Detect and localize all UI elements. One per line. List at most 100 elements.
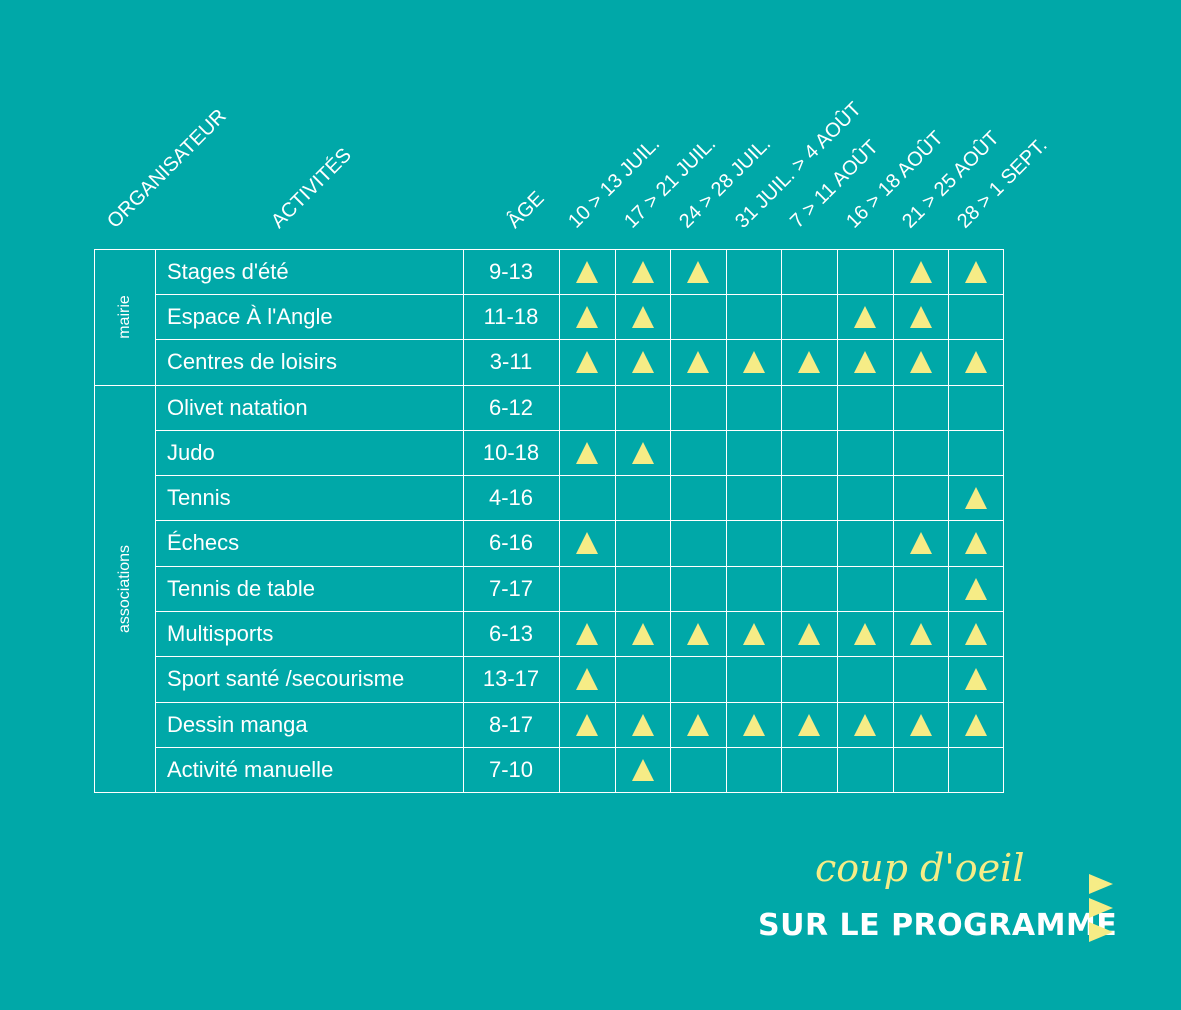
triangle-marker-icon (964, 577, 987, 600)
triangle-marker-icon (798, 351, 820, 373)
grid-hline (155, 430, 1004, 431)
grid-hline (155, 339, 1004, 340)
grid-hline (155, 566, 1004, 567)
triangle-marker-icon (798, 622, 820, 645)
grid-hline (155, 656, 1004, 657)
grid-hline (155, 747, 1004, 748)
triangle-marker-icon (576, 441, 598, 464)
activity-name: Dessin manga (167, 712, 308, 737)
age-range: 11-18 (483, 304, 539, 329)
triangle-marker-icon (742, 622, 765, 645)
activity-name: Judo (167, 440, 215, 465)
activity-name: Olivet natation (167, 395, 308, 420)
activity-name: Échecs (167, 530, 240, 555)
triangle-marker-icon (909, 713, 932, 736)
grid-vline (463, 249, 464, 793)
grid-hline (94, 385, 1004, 386)
triangle-marker-icon (742, 713, 765, 736)
organizer-label: associations (115, 544, 133, 633)
triangle-marker-icon (687, 351, 709, 373)
grid-vline (893, 249, 894, 793)
triangle-marker-icon (964, 486, 987, 509)
header-activites: ACTIVITÉS (267, 144, 356, 233)
age-range: 9-13 (488, 259, 534, 284)
age-range: 7-17 (488, 576, 534, 601)
triangle-marker-icon (576, 622, 598, 645)
grid-vline (559, 249, 560, 793)
triangle-marker-icon (964, 668, 987, 690)
triangle-marker-icon (687, 260, 709, 283)
triangle-marker-icon (631, 305, 654, 328)
triangle-marker-icon (631, 758, 654, 781)
grid-hline (155, 520, 1004, 521)
triangle-marker-icon (854, 351, 876, 373)
triangle-marker-icon (909, 351, 932, 373)
activity-name: Tennis de table (167, 576, 315, 601)
grid-hline (155, 475, 1004, 476)
age-range: 8-17 (488, 712, 534, 737)
activity-name: Tennis (167, 485, 231, 510)
activity-name: Espace À l'Angle (167, 304, 333, 329)
organizer-label: mairie (115, 295, 133, 339)
grid-hline (155, 611, 1004, 612)
triangle-marker-icon (964, 532, 987, 554)
triangle-marker-icon (631, 351, 654, 373)
activity-name: Activité manuelle (167, 757, 334, 782)
grid-vline (948, 249, 949, 793)
triangle-marker-icon (687, 713, 709, 736)
triangle-marker-icon (687, 622, 709, 645)
triple-arrow-icon (1089, 874, 1113, 942)
triangle-marker-icon (576, 532, 598, 554)
activity-name: Centres de loisirs (167, 349, 337, 374)
triangle-marker-icon (631, 713, 654, 736)
triangle-marker-icon (798, 713, 820, 736)
triangle-marker-icon (576, 668, 598, 690)
grid-vline (837, 249, 838, 793)
grid-vline (615, 249, 616, 793)
triangle-marker-icon (631, 260, 654, 283)
triangle-marker-icon (576, 351, 598, 373)
grid-vline (781, 249, 782, 793)
age-range: 4-16 (488, 485, 534, 510)
activity-name: Stages d'été (167, 259, 289, 284)
triangle-marker-icon (576, 260, 598, 283)
triangle-marker-icon (964, 713, 987, 736)
grid-vline (94, 249, 95, 793)
grid-vline (1003, 249, 1004, 793)
triangle-marker-icon (909, 260, 932, 283)
triangle-marker-icon (742, 351, 765, 373)
triangle-marker-icon (854, 622, 876, 645)
age-range: 13-17 (482, 666, 540, 691)
triangle-marker-icon (909, 532, 932, 554)
triangle-marker-icon (631, 441, 654, 464)
triangle-marker-icon (631, 622, 654, 645)
triangle-marker-icon (576, 713, 598, 736)
grid-vline (155, 249, 156, 793)
activity-name: Multisports (167, 621, 274, 646)
grid-hline (94, 792, 1004, 793)
grid-hline (94, 249, 1004, 250)
triangle-marker-icon (909, 305, 932, 328)
age-range: 6-12 (488, 395, 534, 420)
triangle-marker-icon (909, 622, 932, 645)
age-range: 6-13 (488, 621, 534, 646)
header-organisateur: ORGANISATEUR (103, 105, 231, 233)
age-range: 10-18 (482, 440, 540, 465)
grid-vline (726, 249, 727, 793)
triangle-marker-icon (964, 351, 987, 373)
triangle-marker-icon (576, 305, 598, 328)
age-range: 7-10 (488, 757, 534, 782)
age-range: 6-16 (488, 530, 534, 555)
header-age: ÂGE (503, 187, 549, 233)
grid-vline (670, 249, 671, 793)
triangle-marker-icon (854, 713, 876, 736)
triangle-marker-icon (854, 305, 876, 328)
grid-hline (155, 294, 1004, 295)
activity-name: Sport santé /secourisme (167, 666, 405, 691)
age-range: 3-11 (489, 349, 533, 374)
brand-script-text: coup d'oeil (815, 846, 1025, 890)
brand-bold-text: SUR LE PROGRAMME (758, 908, 1118, 943)
triangle-marker-icon (964, 622, 987, 645)
grid-hline (155, 702, 1004, 703)
